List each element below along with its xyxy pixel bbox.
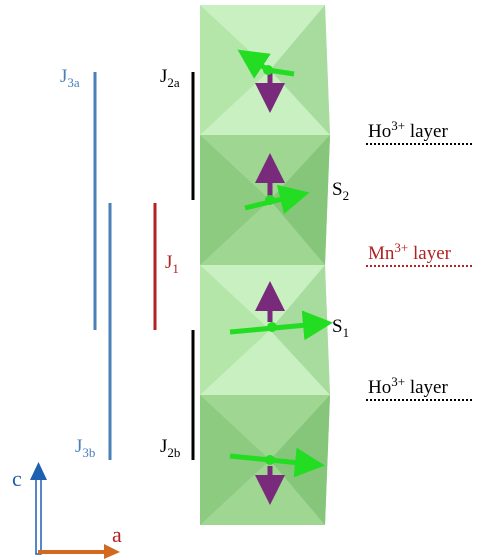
a-axis (38, 550, 106, 554)
j3b-label: J3b (75, 436, 95, 460)
layer-label: Ho3+ layer (368, 118, 448, 142)
layer-labels: Ho3+ layer Mn3+ layer Ho3+ layer (366, 118, 472, 401)
j2b-label: J2b (160, 436, 180, 460)
axes: c a (12, 462, 122, 559)
s1-label: S1 (332, 316, 349, 340)
c-label: c (12, 466, 22, 491)
polyhedra (200, 5, 330, 525)
c-arrow (30, 462, 47, 480)
j3a-label: J3a (60, 66, 80, 90)
spins (229, 49, 333, 505)
layer-label: Ho3+ layer (368, 374, 448, 398)
j2a-label: J2a (160, 66, 180, 90)
j1-label: J1 (165, 252, 179, 276)
c-axis (35, 477, 42, 555)
a-label: a (112, 522, 122, 547)
layer-label: Mn3+ layer (368, 240, 452, 264)
s2-label: S2 (332, 179, 349, 203)
a-arrow (104, 544, 120, 559)
